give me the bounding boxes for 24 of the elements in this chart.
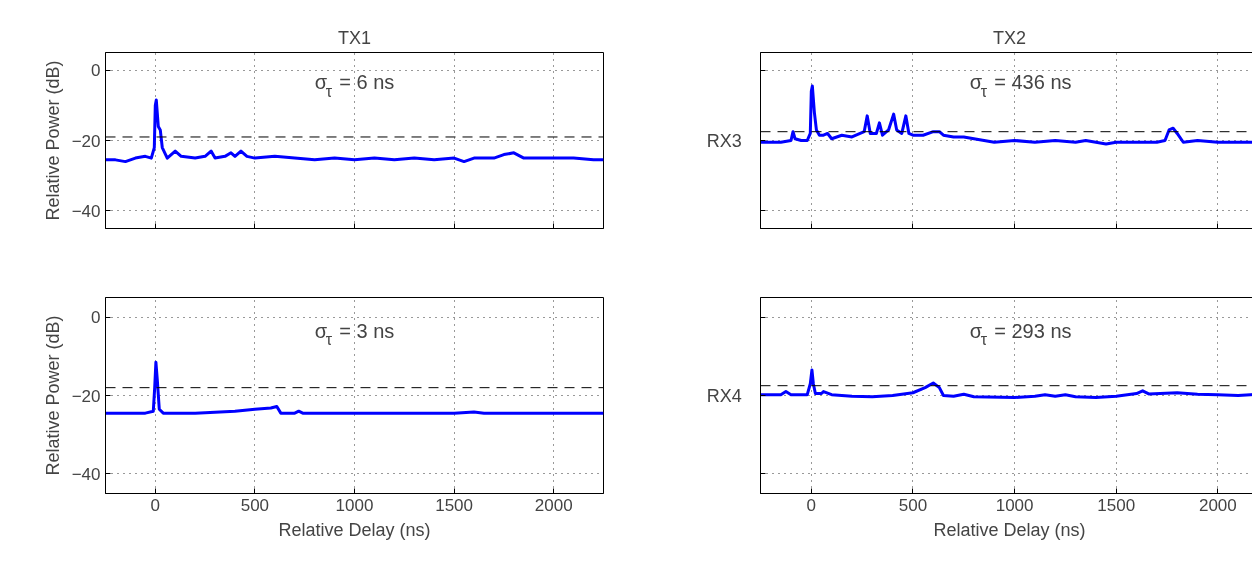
x-tick-label: 0 xyxy=(806,495,817,515)
x-tick-label: 1500 xyxy=(435,495,474,515)
x-tick-label: 2000 xyxy=(1198,495,1237,515)
chart-title: TX2 xyxy=(992,27,1027,48)
y-tick-label: 0 xyxy=(91,308,101,328)
x-tick-label: 500 xyxy=(898,495,928,515)
x-tick-label: 0 xyxy=(150,495,161,515)
y-tick-label: 0 xyxy=(91,61,101,81)
y-axis-title: RX4 xyxy=(706,385,742,406)
y-axis-title: Relative Power (dB) xyxy=(42,315,63,476)
x-axis-title: Relative Delay (ns) xyxy=(278,519,431,540)
chart-title: TX1 xyxy=(337,27,372,48)
y-tick-label: −40 xyxy=(71,201,101,221)
x-tick-label: 1000 xyxy=(995,495,1034,515)
x-tick-label: 2000 xyxy=(534,495,573,515)
x-tick-label: 1000 xyxy=(335,495,374,515)
y-tick-label: −40 xyxy=(71,464,101,484)
y-axis-title: Relative Power (dB) xyxy=(42,60,63,221)
x-tick-label: 500 xyxy=(240,495,270,515)
y-tick-label: −20 xyxy=(71,386,101,406)
x-axis-title: Relative Delay (ns) xyxy=(933,519,1086,540)
y-tick-label: −20 xyxy=(71,131,101,151)
x-tick-label: 1500 xyxy=(1097,495,1136,515)
y-axis-title: RX3 xyxy=(706,130,742,151)
